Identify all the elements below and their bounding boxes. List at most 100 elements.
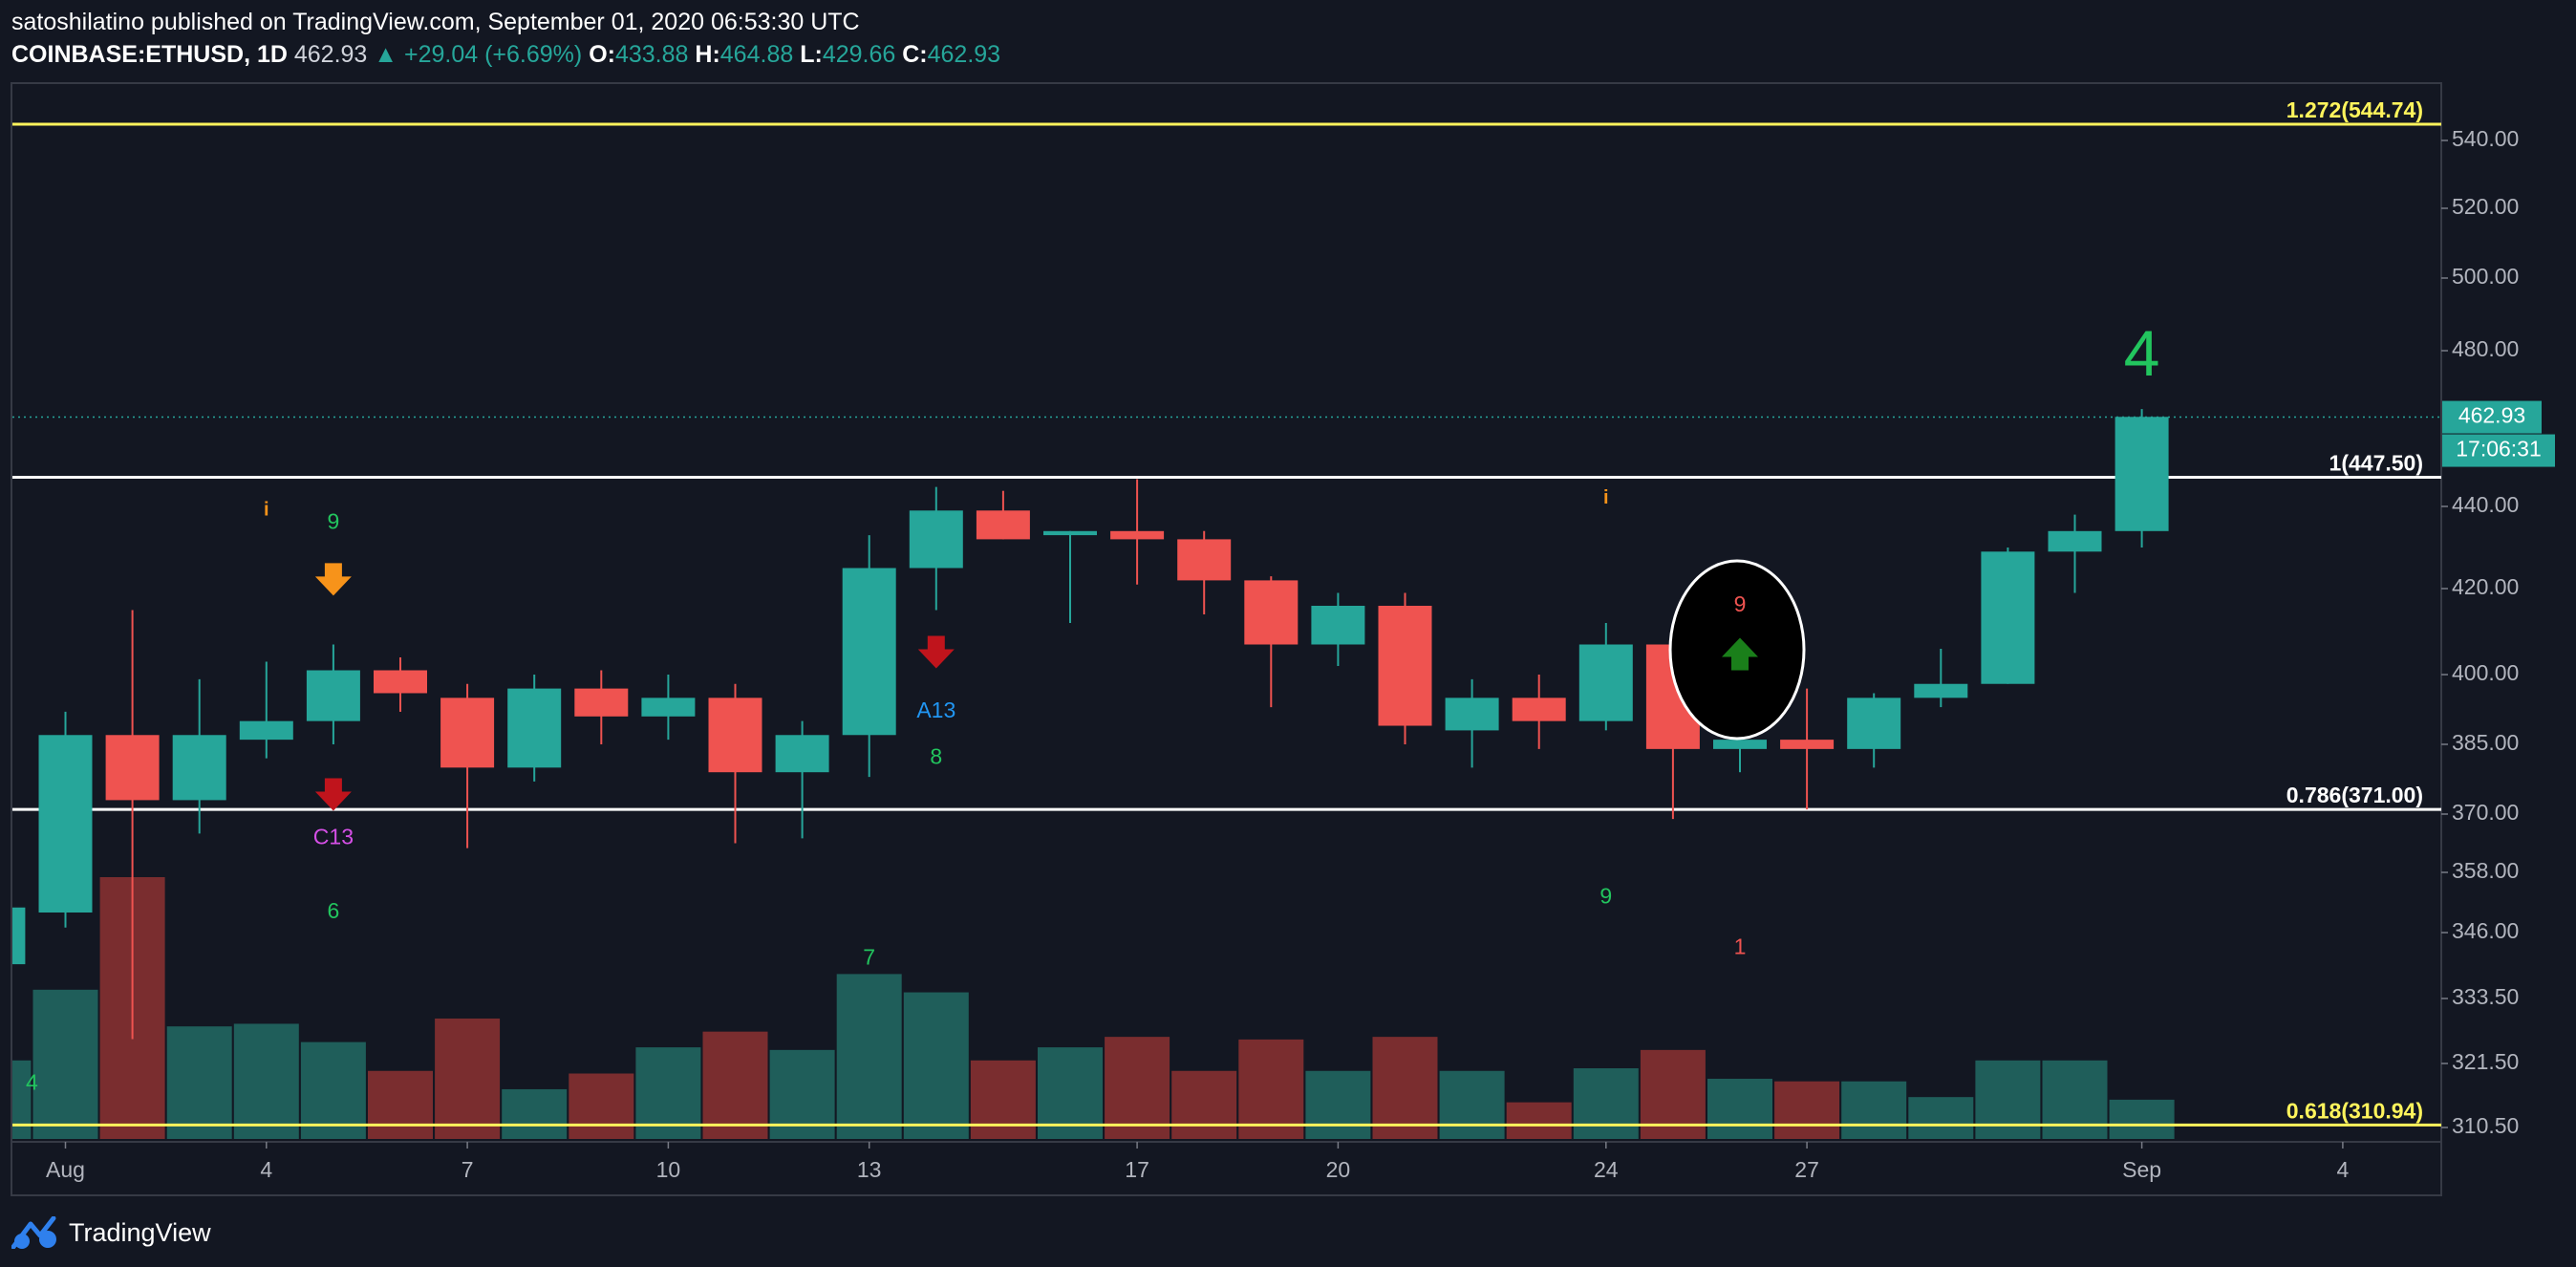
volume-bar bbox=[1841, 1081, 1907, 1139]
candle-body bbox=[574, 688, 629, 717]
candle-body bbox=[2114, 417, 2169, 531]
plot-frame bbox=[11, 82, 2442, 1196]
candle-body bbox=[842, 568, 896, 736]
price-tick-label: 480.00 bbox=[2452, 336, 2519, 361]
time-tick-label: 27 bbox=[1794, 1157, 1819, 1182]
volume-bar bbox=[502, 1088, 568, 1139]
volume-bar bbox=[970, 1060, 1036, 1139]
candle-body bbox=[641, 698, 696, 717]
volume-bar bbox=[1506, 1102, 1572, 1139]
volume-bar bbox=[1238, 1039, 1304, 1139]
time-tick-label: 7 bbox=[462, 1157, 474, 1182]
tradingview-brand[interactable]: TradingView bbox=[11, 1213, 211, 1252]
symbol-ohlc-line: COINBASE:ETHUSD, 1D 462.93 ▲ +29.04 (+6.… bbox=[11, 38, 1000, 71]
candle-body bbox=[976, 510, 1030, 540]
price-tick-label: 370.00 bbox=[2452, 800, 2519, 825]
candle-body bbox=[1177, 539, 1232, 581]
volume-bar bbox=[1105, 1037, 1170, 1139]
volume-bar bbox=[1573, 1068, 1639, 1139]
price-tick-label: 540.00 bbox=[2452, 126, 2519, 151]
volume-bar bbox=[836, 974, 902, 1139]
fib-label: 1(447.50) bbox=[2329, 450, 2423, 475]
candle-body bbox=[38, 735, 93, 913]
candle-body bbox=[1713, 740, 1767, 749]
candle-body bbox=[12, 907, 26, 965]
price-tick-label: 440.00 bbox=[2452, 492, 2519, 517]
candle-body bbox=[708, 698, 762, 773]
signal-label: 9 bbox=[328, 508, 340, 533]
candle-body bbox=[374, 670, 427, 694]
info-marker: i bbox=[264, 500, 269, 521]
candle-body bbox=[239, 720, 293, 741]
price-tick-label: 520.00 bbox=[2452, 194, 2519, 219]
high-value: 464.88 bbox=[719, 41, 794, 68]
candle-body bbox=[172, 735, 226, 801]
signal-label: 9 bbox=[1599, 883, 1612, 908]
fibonacci-levels: 1.272(544.74) 1(447.50) 0.786(371.00) 0.618… bbox=[12, 97, 2441, 1127]
close-label: C: bbox=[902, 41, 928, 68]
price-tick-label: 385.00 bbox=[2452, 730, 2519, 755]
volume-bar bbox=[1372, 1037, 1438, 1139]
candle-body bbox=[1311, 606, 1365, 645]
time-tick-label: 24 bbox=[1594, 1157, 1619, 1182]
info-marker: i bbox=[1603, 487, 1609, 508]
price-tick-label: 321.50 bbox=[2452, 1049, 2519, 1074]
volume-bar bbox=[368, 1070, 433, 1139]
price-axis: 540.00 520.00 500.00 480.00 440.00 420.00 400.… bbox=[2441, 126, 2519, 1138]
time-tick-label: 10 bbox=[656, 1157, 681, 1182]
change-value: ▲ +29.04 (+6.69%) bbox=[374, 41, 583, 68]
high-label: H: bbox=[695, 41, 720, 68]
publish-info: satoshilatino published on TradingView.c… bbox=[11, 9, 860, 35]
volume-bar bbox=[300, 1042, 366, 1139]
volume-bar bbox=[569, 1073, 634, 1139]
price-tick-label: 333.50 bbox=[2452, 984, 2519, 1009]
time-tick-label: Sep bbox=[2122, 1157, 2161, 1182]
annotations-over-ellipse: 9 bbox=[1722, 591, 1758, 671]
last-price-text: 462.93 bbox=[2458, 403, 2525, 428]
candle-body bbox=[2048, 530, 2102, 552]
open-value: 433.88 bbox=[614, 41, 689, 68]
volume-bar bbox=[2042, 1060, 2108, 1139]
candle-body bbox=[1578, 644, 1633, 721]
candle-body bbox=[440, 698, 495, 768]
volume-bar bbox=[1975, 1060, 2041, 1139]
fib-label: 0.786(371.00) bbox=[2286, 783, 2423, 807]
volume-bar bbox=[12, 1060, 32, 1139]
annotations: 9 C13 6 i 7 A13 8 i 9 1 4 4 bbox=[26, 317, 2159, 1094]
candles bbox=[12, 409, 2169, 1040]
signal-label: 1 bbox=[1734, 934, 1747, 959]
low-label: L: bbox=[800, 41, 823, 68]
candle-body bbox=[1981, 551, 2035, 684]
signal-label: 6 bbox=[328, 898, 340, 923]
open-label: O: bbox=[589, 41, 615, 68]
candle-body bbox=[507, 688, 562, 768]
arrow-down-icon bbox=[917, 635, 955, 669]
candle-body bbox=[775, 735, 829, 773]
volume-bars bbox=[12, 877, 2175, 1139]
symbol-label[interactable]: COINBASE:ETHUSD, 1D bbox=[11, 41, 288, 68]
candle-body bbox=[1110, 530, 1165, 540]
countdown-text: 17:06:31 bbox=[2456, 437, 2542, 462]
price-tick-label: 420.00 bbox=[2452, 574, 2519, 599]
fib-label: 0.618(310.94) bbox=[2286, 1098, 2423, 1123]
price-tick-label: 400.00 bbox=[2452, 660, 2519, 685]
time-axis: Aug 4 7 10 13 17 20 24 27 Sep 4 bbox=[46, 1142, 2350, 1182]
candle-body bbox=[1847, 698, 1901, 749]
volume-bar bbox=[435, 1018, 501, 1139]
volume-bar bbox=[903, 992, 969, 1139]
arrow-up-icon bbox=[1722, 637, 1758, 671]
signal-label: 9 bbox=[1734, 591, 1747, 616]
signal-label: 7 bbox=[863, 945, 875, 970]
price-tick-label: 310.50 bbox=[2452, 1113, 2519, 1138]
volume-bar bbox=[1707, 1078, 1772, 1139]
candle-body bbox=[1043, 530, 1097, 536]
volume-bar bbox=[166, 1026, 232, 1139]
price-tick-label: 358.00 bbox=[2452, 858, 2519, 883]
chart-header: satoshilatino published on TradingView.c… bbox=[11, 6, 1000, 71]
tradingview-logo-icon bbox=[11, 1216, 56, 1249]
candle-body bbox=[1512, 698, 1566, 721]
candle-body bbox=[1378, 606, 1432, 726]
time-tick-label: 20 bbox=[1326, 1157, 1351, 1182]
price-tick-label: 346.00 bbox=[2452, 918, 2519, 943]
